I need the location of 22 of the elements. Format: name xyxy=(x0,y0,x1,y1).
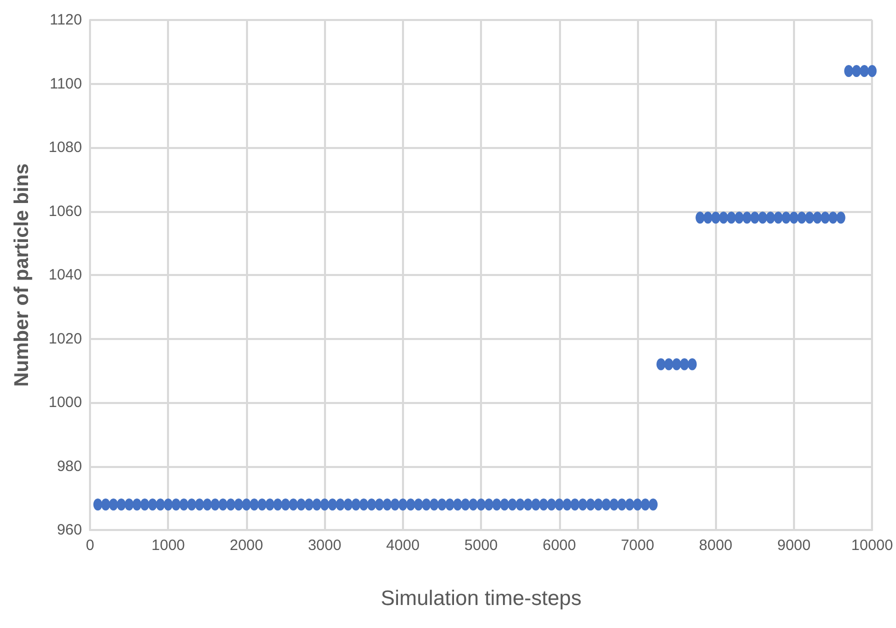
y-tick-label: 1040 xyxy=(48,266,82,284)
y-tick-label: 1000 xyxy=(48,394,82,411)
x-tick-label: 6000 xyxy=(542,537,576,554)
x-tick-label: 10000 xyxy=(851,537,894,554)
x-tick-label: 0 xyxy=(86,537,94,554)
x-tick-label: 9000 xyxy=(777,537,811,554)
y-axis-title: Number of particle bins xyxy=(11,163,33,387)
y-tick-label: 1060 xyxy=(48,202,82,220)
y-tick-label: 1080 xyxy=(48,139,82,156)
x-axis-title: Simulation time-steps xyxy=(380,587,582,610)
x-tick-label: 7000 xyxy=(620,537,654,554)
x-tick-label: 5000 xyxy=(464,537,498,554)
y-tick-label: 980 xyxy=(56,458,82,475)
x-tick-label: 4000 xyxy=(386,537,420,554)
y-tick-label: 1100 xyxy=(50,75,82,92)
y-tick-label: 1020 xyxy=(48,330,82,348)
x-tick-label: 3000 xyxy=(308,537,342,554)
x-tick-label: 8000 xyxy=(699,537,732,554)
y-tick-label: 960 xyxy=(56,522,82,538)
x-tick-label: 2000 xyxy=(230,537,264,554)
x-tick-label: 1000 xyxy=(152,537,185,554)
y-tick-label: 1120 xyxy=(50,12,82,28)
